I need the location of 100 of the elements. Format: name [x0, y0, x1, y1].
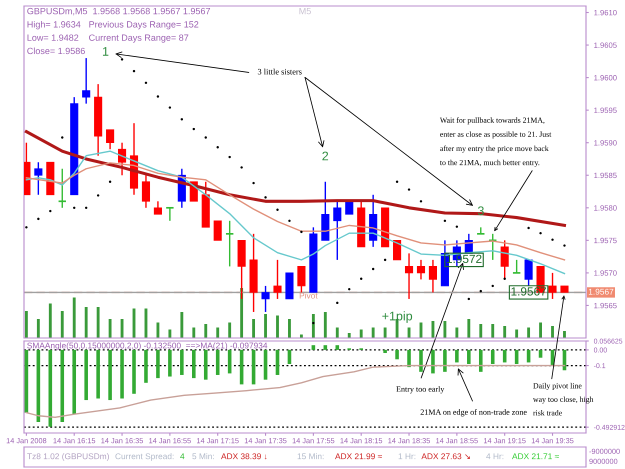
bar	[467, 319, 470, 338]
annotation: 1.9567	[511, 287, 546, 296]
candlestick	[261, 285, 270, 313]
bar	[312, 314, 315, 338]
bar	[515, 330, 518, 338]
point	[96, 194, 100, 197]
bar	[408, 328, 410, 338]
bar	[84, 307, 88, 338]
candlestick	[500, 240, 509, 280]
point	[228, 156, 231, 158]
text: ADX 21.71 ≈	[512, 453, 559, 460]
annotation: 3 little sisters	[258, 68, 302, 74]
bar	[288, 319, 291, 338]
point	[264, 196, 267, 199]
annotation: Previous Days Range= 152	[89, 20, 198, 30]
point	[49, 210, 52, 212]
annotation: Low= 1.9482	[28, 34, 78, 41]
candlestick	[524, 259, 533, 287]
point	[240, 166, 243, 169]
candlestick	[476, 226, 486, 235]
candlestick	[214, 220, 222, 241]
bar	[300, 334, 303, 338]
ref-line-label: Pivot	[300, 292, 318, 299]
point	[300, 230, 303, 234]
annotation: 1	[102, 47, 108, 56]
annotation: High= 1.9634	[28, 20, 81, 30]
text: Tz8 1.02 (GBPUSDm)	[27, 453, 109, 461]
point	[539, 232, 542, 234]
candlestick	[512, 259, 522, 274]
annotation: 21MA on edge of non-trade zone	[420, 409, 527, 416]
candlestick	[404, 252, 414, 300]
text: 15 Min:	[298, 453, 324, 460]
point	[456, 225, 458, 228]
candlestick	[142, 174, 150, 208]
text: ADX 27.63 ↘	[421, 453, 470, 460]
candlestick	[225, 220, 234, 268]
point	[384, 258, 386, 262]
bar	[168, 330, 172, 338]
point	[120, 58, 124, 61]
candlestick	[273, 259, 282, 300]
bar	[563, 331, 566, 338]
point	[312, 322, 315, 324]
bar	[372, 328, 375, 338]
bar	[455, 328, 458, 338]
ref-line-label: 1.9567	[588, 288, 614, 295]
annotation: Entry too early	[396, 386, 444, 394]
annotation: Close= 1.9586	[27, 48, 85, 54]
bar	[108, 319, 112, 338]
point	[468, 298, 470, 300]
annotation: +1pip	[382, 311, 412, 323]
bar	[264, 314, 267, 338]
bar	[539, 322, 542, 338]
candlestick	[393, 240, 402, 260]
candlestick	[333, 200, 342, 261]
point	[168, 106, 172, 109]
bar	[36, 319, 40, 338]
bar	[180, 312, 184, 338]
line-series	[24, 130, 566, 227]
bar	[443, 321, 446, 338]
bar	[96, 307, 100, 338]
candlestick	[416, 259, 426, 280]
chart-title: GBPUSDm,M5 1.9568 1.9568 1.9567 1.9567	[27, 8, 210, 16]
bar	[132, 308, 136, 338]
bar	[252, 319, 256, 338]
point	[527, 226, 530, 230]
candlestick	[297, 266, 306, 294]
bar	[144, 308, 148, 338]
text: Current Spread:	[115, 453, 174, 461]
candlestick	[548, 272, 557, 300]
point	[444, 220, 446, 222]
text: 4 Hr:	[486, 453, 504, 460]
bar	[551, 326, 554, 338]
point	[288, 220, 291, 222]
bar	[384, 328, 387, 338]
bar	[228, 322, 232, 338]
candlestick	[154, 200, 162, 216]
bar	[156, 322, 160, 338]
bar	[432, 321, 434, 338]
text: 5 Min:	[192, 453, 214, 460]
annotation: Current Days Range= 87	[89, 34, 188, 43]
candlestick	[34, 162, 42, 196]
text: 4	[180, 453, 184, 460]
point	[144, 82, 148, 84]
bar	[24, 311, 28, 338]
text: ADX 38.39 ↓	[221, 453, 267, 460]
candlestick	[345, 200, 354, 215]
candlestick	[82, 57, 90, 104]
candlestick	[165, 206, 174, 222]
chart-title: SMAAngle(50,0.15000000,2,0) -0.132500 ==>MA(21) -0.097934	[27, 342, 268, 350]
bar	[527, 328, 530, 338]
bar	[276, 316, 279, 338]
bar	[324, 312, 327, 338]
candlestick	[58, 168, 67, 208]
point	[25, 226, 28, 229]
text: ADX 21.99 ≈	[335, 453, 382, 460]
point	[84, 206, 88, 210]
annotation: 2	[322, 152, 328, 160]
bar	[120, 319, 124, 338]
point	[372, 268, 374, 270]
annotation: M5	[299, 8, 311, 14]
